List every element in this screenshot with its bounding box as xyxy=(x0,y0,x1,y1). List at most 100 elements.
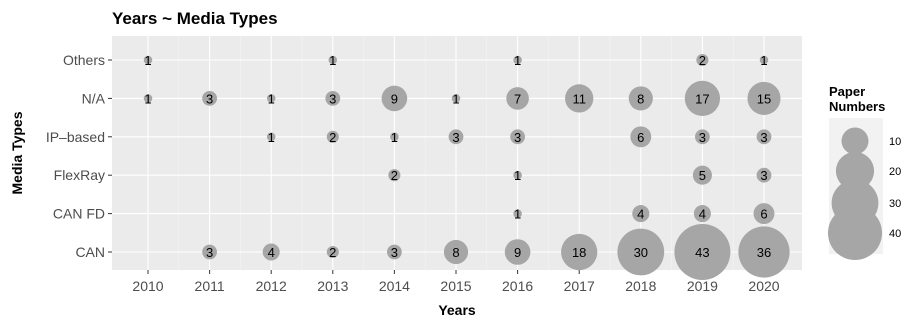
bubble xyxy=(326,130,339,143)
bubble xyxy=(630,126,652,148)
bubble xyxy=(328,55,338,65)
y-axis: CAN CAN FD FlexRay IP–based N/A Others xyxy=(46,52,112,260)
y-tick-label: FlexRay xyxy=(54,167,105,183)
legend-label: 40 xyxy=(889,228,901,240)
bubble-label: 3 xyxy=(514,130,521,145)
bubble xyxy=(695,129,710,145)
bubble-label: 4 xyxy=(637,207,644,222)
bubble xyxy=(390,132,399,142)
x-tick-label: 2011 xyxy=(195,278,225,294)
legend-title-line1: Paper xyxy=(829,84,865,99)
bubble xyxy=(753,203,775,225)
bubble-label: 18 xyxy=(572,245,586,260)
y-tick-label: N/A xyxy=(82,90,106,106)
bubble-label: 6 xyxy=(637,130,644,145)
y-tick-label: CAN xyxy=(75,244,105,260)
x-tick-label: 2019 xyxy=(687,278,718,294)
bubble-label: 1 xyxy=(760,53,767,68)
bubble-label: 1 xyxy=(144,91,151,106)
bubble-label: 1 xyxy=(514,207,521,222)
x-tick-label: 2016 xyxy=(502,278,533,294)
bubble xyxy=(506,87,529,110)
bubble-label: 6 xyxy=(760,207,767,222)
bubble xyxy=(674,224,731,280)
bubble xyxy=(756,129,772,145)
bubble-label: 43 xyxy=(695,245,709,260)
bubble xyxy=(143,94,153,103)
bubble xyxy=(387,244,402,260)
bubble-label: 3 xyxy=(329,91,336,106)
bubble-label: 3 xyxy=(206,91,213,106)
bubble-label: 1 xyxy=(144,53,151,68)
legend-key xyxy=(841,127,869,155)
x-tick-label: 2010 xyxy=(132,278,163,294)
x-tick-label: 2017 xyxy=(564,278,595,294)
bubble xyxy=(513,170,522,180)
y-tick-label: CAN FD xyxy=(53,206,105,222)
bubble-label: 5 xyxy=(699,168,706,183)
bubble xyxy=(632,205,650,223)
bubble xyxy=(692,165,712,185)
legend-key xyxy=(835,151,875,191)
x-tick-label: 2020 xyxy=(748,278,779,294)
bubble-label: 36 xyxy=(757,245,771,260)
bubble-label: 7 xyxy=(514,91,521,106)
bubble-label: 1 xyxy=(268,91,275,106)
bubble-label: 30 xyxy=(634,245,648,260)
bubble-label: 3 xyxy=(760,168,767,183)
bubble-label: 3 xyxy=(206,245,213,260)
bubble xyxy=(448,129,464,145)
bubble-label: 17 xyxy=(695,91,709,106)
bubble-label: 1 xyxy=(329,53,336,68)
bubble-label: 15 xyxy=(757,91,771,106)
y-tick-label: Others xyxy=(63,52,105,68)
bubble-label: 2 xyxy=(329,130,336,145)
bubble xyxy=(738,226,790,278)
bubble xyxy=(759,55,769,65)
bubble-label: 8 xyxy=(452,245,459,260)
bubble xyxy=(262,243,280,261)
y-tick-label: IP–based xyxy=(46,129,105,145)
legend-label: 10 xyxy=(889,136,901,148)
x-tick-label: 2015 xyxy=(440,278,471,294)
bubble-label: 9 xyxy=(514,245,521,260)
bubble xyxy=(617,228,665,276)
bubble xyxy=(202,244,218,260)
bubble xyxy=(143,55,153,65)
bubble xyxy=(696,53,709,67)
bubble-label: 3 xyxy=(391,245,398,260)
bubble-label: 2 xyxy=(699,53,706,68)
y-axis-title: Media Types xyxy=(9,111,25,194)
bubble xyxy=(513,55,522,65)
bubble-label: 3 xyxy=(452,130,459,145)
bubble-label: 4 xyxy=(268,245,275,260)
legend-key xyxy=(827,205,883,261)
bubble xyxy=(325,91,341,106)
bubble-label: 3 xyxy=(760,130,767,145)
x-tick-label: 2014 xyxy=(379,278,410,294)
x-tick-label: 2018 xyxy=(625,278,656,294)
bubble-label: 2 xyxy=(329,245,336,260)
bubble xyxy=(628,86,653,111)
bubble-label: 1 xyxy=(268,130,275,145)
bubble xyxy=(381,85,408,112)
bubble xyxy=(326,245,339,259)
bubble xyxy=(266,132,276,142)
size-legend: Paper Numbers 10 20 30 40 xyxy=(827,84,901,261)
bubble xyxy=(513,209,522,218)
bubble xyxy=(266,94,276,103)
bubble xyxy=(504,239,531,265)
bubble-label: 1 xyxy=(391,130,398,145)
bubble-label: 4 xyxy=(699,207,706,222)
bubble xyxy=(510,129,525,145)
chart-title: Years ~ Media Types xyxy=(112,9,278,28)
bubble xyxy=(756,167,772,183)
bubble xyxy=(443,239,469,265)
x-axis-title: Years xyxy=(438,302,476,318)
bubble-label: 2 xyxy=(391,168,398,183)
bubble-label: 1 xyxy=(452,91,459,106)
bubble xyxy=(693,205,711,223)
x-axis: 2010 2011 2012 2013 2014 2015 2016 2017 2018 2019… xyxy=(132,270,780,294)
bubble xyxy=(747,81,781,115)
